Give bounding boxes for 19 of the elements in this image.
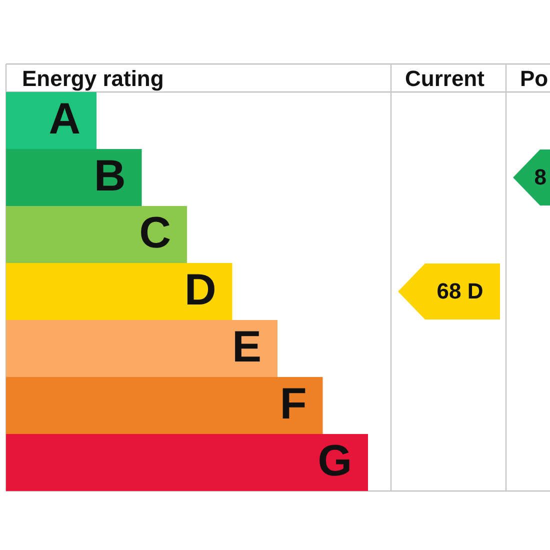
y-tick-label: E: [232, 322, 262, 372]
y-tick-label: B: [94, 152, 126, 200]
y-tick-label: D: [184, 266, 216, 314]
bar: [6, 377, 323, 434]
bar: [6, 206, 187, 263]
text: 68 D: [436, 278, 484, 304]
y-tick-label: G: [318, 436, 352, 486]
bar: [6, 434, 368, 491]
y-tick-label: F: [280, 380, 307, 428]
bar: [6, 149, 142, 206]
text: 8: [534, 164, 547, 190]
chart-title: Energy rating: [22, 66, 164, 91]
text: Current: [405, 66, 486, 91]
bar: [6, 92, 96, 149]
bar: [6, 263, 232, 320]
bar: [6, 320, 278, 377]
y-tick-label: C: [139, 208, 171, 258]
y-tick-label: A: [48, 94, 80, 144]
text: Po: [520, 66, 548, 91]
